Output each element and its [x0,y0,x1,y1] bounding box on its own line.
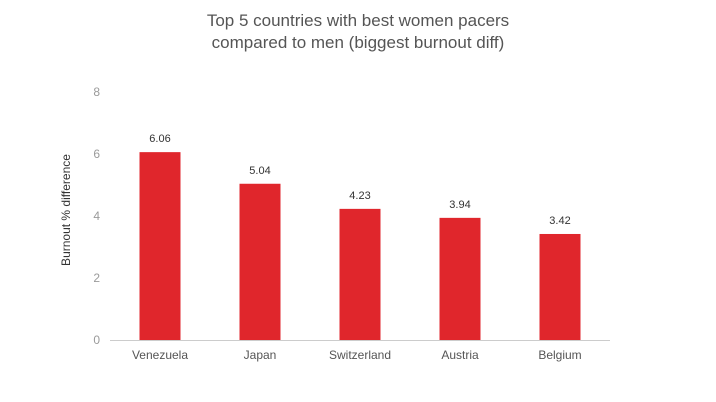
chart-title-line-2: compared to men (biggest burnout diff) [211,33,505,52]
data-label: 6.06 [149,133,170,145]
y-tick-label: 0 [93,333,100,347]
bar [139,152,181,340]
x-tick-label: Belgium [538,348,581,362]
bar [339,208,381,340]
data-label: 5.04 [249,165,270,177]
y-tick-label: 2 [93,271,100,285]
y-axis-ticks: 0 2 4 6 8 [93,85,100,347]
bar [439,217,481,340]
x-axis-labels: Venezuela Japan Switzerland Austria Belgium [132,348,582,362]
x-tick-label: Venezuela [132,348,188,362]
x-tick-label: Switzerland [329,348,391,362]
bars [139,152,581,340]
x-tick-label: Austria [441,348,479,362]
data-label: 3.42 [549,215,570,227]
y-axis-title: Burnout % difference [59,154,73,266]
bar [239,183,281,340]
chart-title-line-1: Top 5 countries with best women pacers [206,11,510,30]
chart-title: Top 5 countries with best women pacers c… [0,10,716,54]
y-tick-label: 4 [93,209,100,223]
data-label: 3.94 [449,199,470,211]
x-tick-label: Japan [244,348,277,362]
y-tick-label: 8 [93,85,100,99]
bar [539,233,581,340]
data-label: 4.23 [349,190,370,202]
data-labels: 6.06 5.04 4.23 3.94 3.42 [149,133,570,227]
y-tick-label: 6 [93,147,100,161]
